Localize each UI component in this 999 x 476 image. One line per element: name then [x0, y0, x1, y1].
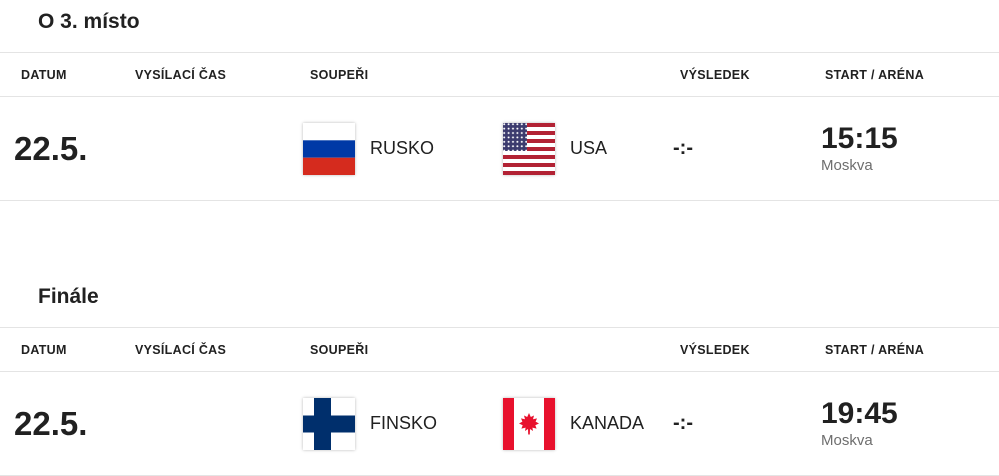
team-away: KANADA	[503, 397, 703, 450]
team-away: USA	[503, 122, 703, 175]
opponents-cell: FINSKO KANADA	[303, 397, 673, 450]
team-home: FINSKO	[303, 397, 503, 450]
header-datum: DATUM	[21, 342, 67, 357]
section-title-final: Finále	[38, 285, 99, 308]
arena-name: Moskva	[821, 432, 873, 449]
table-header-row: DATUM VYSÍLACÍ ČAS SOUPEŘI VÝSLEDEK STAR…	[0, 328, 999, 372]
russia-flag-icon	[303, 122, 355, 175]
schedule-table-third-place: DATUM VYSÍLACÍ ČAS SOUPEŘI VÝSLEDEK STAR…	[0, 52, 999, 201]
team-name: KANADA	[570, 413, 645, 433]
team-name: FINSKO	[370, 413, 438, 433]
header-datum: DATUM	[21, 67, 67, 82]
start-time: 15:15	[821, 122, 898, 155]
header-start-arena: START / ARÉNA	[825, 342, 925, 357]
match-date: 22.5.	[14, 129, 88, 167]
team-name: USA	[570, 138, 608, 158]
header-vysilaci-cas: VYSÍLACÍ ČAS	[135, 67, 227, 82]
header-vysledek: VÝSLEDEK	[680, 67, 750, 82]
section-third-place: O 3. místo DATUM VYSÍLACÍ ČAS SOUPEŘI VÝ…	[0, 0, 999, 201]
header-souperi: SOUPEŘI	[310, 342, 369, 357]
match-result: -:-	[673, 137, 693, 159]
table-header-row: DATUM VYSÍLACÍ ČAS SOUPEŘI VÝSLEDEK STAR…	[0, 53, 999, 97]
start-arena-cell: 15:15 Moskva	[818, 122, 999, 175]
header-vysilaci-cas: VYSÍLACÍ ČAS	[135, 342, 227, 357]
team-name: RUSKO	[370, 138, 435, 158]
match-row-final: 22.5. FINSKO	[0, 372, 999, 476]
finland-flag-icon	[303, 397, 355, 450]
header-souperi: SOUPEŘI	[310, 67, 369, 82]
arena-name: Moskva	[821, 157, 873, 174]
section-final: Finále DATUM VYSÍLACÍ ČAS SOUPEŘI VÝSLED…	[0, 201, 999, 476]
match-row-third-place: 22.5. RUSKO	[0, 97, 999, 201]
header-start-arena: START / ARÉNA	[825, 67, 925, 82]
usa-flag-icon	[503, 122, 555, 175]
match-result: -:-	[673, 412, 693, 434]
header-vysledek: VÝSLEDEK	[680, 342, 750, 357]
start-arena-cell: 19:45 Moskva	[818, 397, 999, 450]
match-date: 22.5.	[14, 404, 88, 442]
start-time: 19:45	[821, 397, 898, 430]
canada-flag-icon	[503, 397, 555, 450]
schedule-table-final: DATUM VYSÍLACÍ ČAS SOUPEŘI VÝSLEDEK STAR…	[0, 327, 999, 476]
section-title-third-place: O 3. místo	[38, 10, 140, 33]
team-home: RUSKO	[303, 122, 503, 175]
opponents-cell: RUSKO	[303, 122, 673, 175]
